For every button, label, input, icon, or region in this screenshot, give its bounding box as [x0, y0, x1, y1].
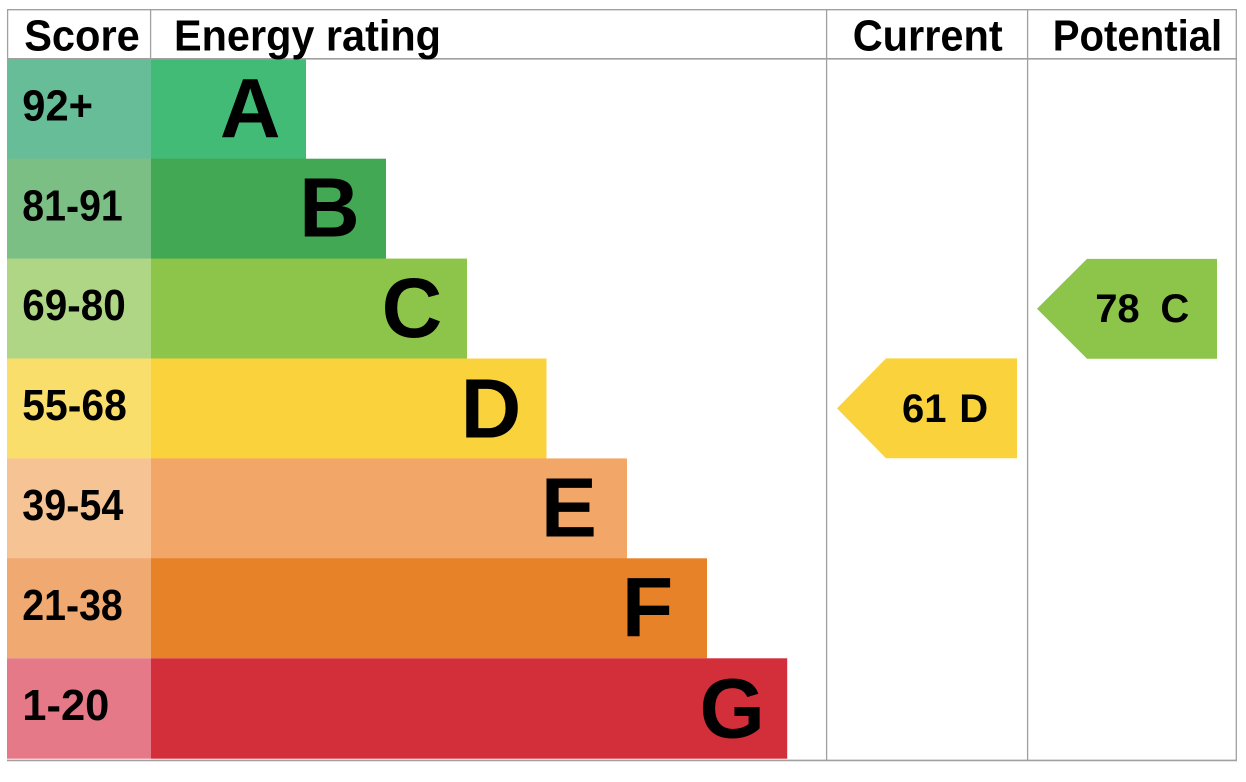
svg-text:Current: Current	[853, 12, 1003, 60]
svg-text:D: D	[461, 361, 522, 455]
svg-text:F: F	[622, 561, 673, 655]
svg-text:78: 78	[1095, 287, 1140, 331]
svg-text:D: D	[959, 387, 988, 431]
svg-text:Potential: Potential	[1053, 12, 1222, 60]
svg-text:C: C	[1160, 287, 1189, 331]
svg-text:39-54: 39-54	[22, 482, 123, 530]
svg-text:A: A	[220, 61, 281, 155]
svg-text:21-38: 21-38	[22, 582, 123, 630]
svg-text:C: C	[382, 261, 443, 355]
svg-text:55-68: 55-68	[22, 382, 127, 430]
svg-text:81-91: 81-91	[22, 182, 123, 230]
svg-text:G: G	[700, 661, 765, 755]
svg-text:B: B	[299, 161, 360, 255]
svg-text:92+: 92+	[22, 82, 93, 130]
svg-text:69-80: 69-80	[22, 282, 126, 330]
svg-text:Score: Score	[24, 12, 140, 60]
svg-text:61: 61	[902, 387, 947, 431]
svg-text:Energy rating: Energy rating	[174, 12, 441, 60]
svg-text:E: E	[541, 461, 597, 555]
svg-text:1-20: 1-20	[22, 682, 109, 730]
